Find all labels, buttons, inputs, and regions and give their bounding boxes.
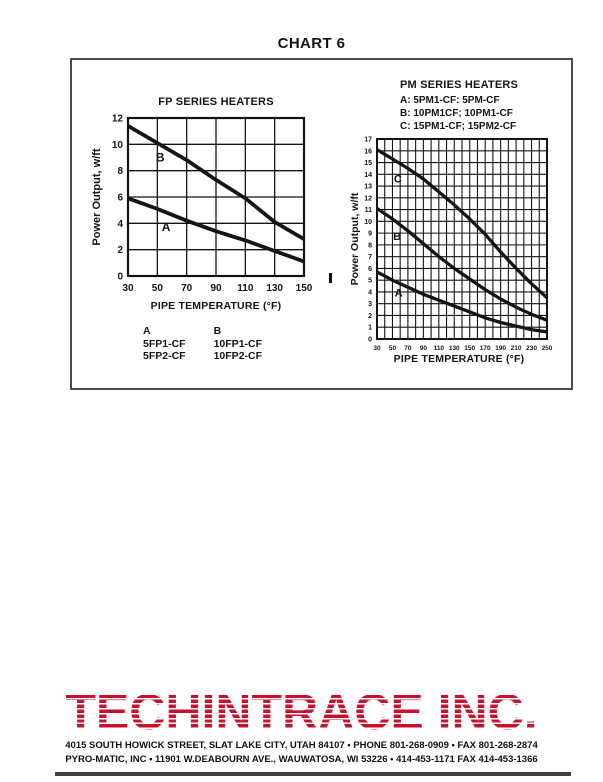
pm-legend-line: A: 5PM1-CF: 5PM-CF	[400, 95, 500, 106]
footer-rule	[55, 772, 571, 776]
footer-address-line2: PYRO-MATIC, INC • 11901 W.DEABOURN AVE.,…	[65, 753, 538, 765]
fp-legend-column-b: B 10FP1-CF 10FP2-CF	[214, 325, 262, 363]
logo-stripe-overlay	[40, 685, 563, 739]
svg-text:10: 10	[364, 219, 372, 226]
svg-text:90: 90	[420, 345, 428, 352]
svg-text:A: A	[395, 288, 403, 300]
fp-legend-item: 5FP2-CF	[143, 350, 186, 362]
svg-text:0: 0	[368, 337, 372, 344]
footer-address-line1: 4015 SOUTH HOWICK STREET, SLAT LAKE CITY…	[65, 740, 538, 751]
fp-chart-title: FP SERIES HEATERS	[158, 96, 274, 108]
svg-text:130: 130	[449, 345, 460, 352]
svg-text:150: 150	[464, 345, 475, 352]
stray-scan-mark	[329, 273, 332, 283]
svg-text:110: 110	[434, 345, 445, 352]
svg-text:4: 4	[368, 289, 372, 296]
svg-text:6: 6	[368, 266, 372, 273]
svg-text:15: 15	[364, 160, 372, 167]
svg-text:1: 1	[368, 325, 372, 332]
svg-text:B: B	[156, 150, 165, 164]
pm-chart-title: PM SERIES HEATERS	[399, 79, 519, 91]
pm-chart-xlabel: PIPE TEMPERATURE (°F)	[393, 353, 525, 365]
svg-text:230: 230	[526, 345, 537, 352]
svg-text:170: 170	[480, 345, 491, 352]
svg-text:8: 8	[368, 242, 372, 249]
svg-text:4: 4	[117, 219, 123, 230]
svg-text:10: 10	[112, 140, 124, 151]
fp-legend-column-a: A 5FP1-CF 5FP2-CF	[143, 325, 186, 363]
svg-text:7: 7	[368, 254, 372, 261]
svg-text:190: 190	[495, 345, 506, 352]
pm-chart: 30 50 70 90 110 130 150 170 190 210 230 25001234567…	[349, 137, 553, 353]
svg-text:8: 8	[117, 166, 123, 177]
svg-text:A: A	[162, 220, 171, 234]
fp-chart: 30 50 70 90 110 130 150 0 2 4 6 8 10 12 Power Output, …	[91, 114, 313, 295]
svg-text:90: 90	[210, 283, 222, 294]
page-title: CHART 6	[277, 35, 346, 52]
fp-legend-item: 10FP1-CF	[213, 337, 263, 350]
pm-chart-legend: A: 5PM1-CF: 5PM-CF B: 10PM1CF; 10PM1-CF …	[400, 94, 516, 133]
svg-text:150: 150	[296, 283, 313, 294]
svg-text:17: 17	[364, 137, 372, 144]
svg-text:30: 30	[373, 345, 381, 352]
svg-text:50: 50	[152, 283, 164, 294]
svg-text:30: 30	[122, 283, 134, 294]
footer-address: 4015 SOUTH HOWICK STREET, SLAT LAKE CITY…	[20, 739, 583, 766]
svg-text:11: 11	[365, 207, 373, 214]
fp-legend-item: 5FP1-CF	[143, 337, 186, 350]
fp-legend-header-b: B	[213, 325, 222, 337]
svg-text:70: 70	[404, 345, 412, 352]
svg-text:9: 9	[368, 231, 372, 238]
fp-legend-header-a: A	[143, 325, 151, 337]
svg-text:250: 250	[542, 345, 553, 352]
svg-text:130: 130	[266, 283, 283, 294]
svg-text:210: 210	[511, 345, 522, 352]
fp-chart-xlabel: PIPE TEMPERATURE (°F)	[150, 300, 282, 312]
pm-legend-line: B: 10PM1CF; 10PM1-CF	[400, 108, 513, 119]
svg-text:70: 70	[181, 283, 193, 294]
svg-text:6: 6	[117, 193, 123, 204]
svg-text:Power Output, w/ft: Power Output, w/ft	[349, 192, 361, 285]
svg-text:3: 3	[368, 301, 372, 308]
svg-text:13: 13	[364, 184, 372, 191]
svg-text:12: 12	[112, 114, 124, 125]
fp-legend-item: 10FP2-CF	[213, 350, 263, 362]
svg-text:2: 2	[368, 313, 372, 320]
svg-text:C: C	[394, 174, 402, 186]
svg-text:110: 110	[237, 283, 254, 294]
fp-chart-legend: A 5FP1-CF 5FP2-CF B 10FP1-CF 10FP2-CF	[143, 325, 262, 363]
svg-text:14: 14	[364, 172, 372, 179]
svg-text:50: 50	[389, 345, 397, 352]
charts-frame	[70, 58, 573, 390]
pm-legend-line: C: 15PM1-CF; 15PM2-CF	[400, 121, 517, 132]
svg-text:5: 5	[368, 278, 372, 285]
company-logo: TECHINTRACE INC.	[40, 685, 563, 739]
svg-text:B: B	[393, 231, 401, 243]
svg-text:16: 16	[364, 148, 372, 155]
svg-text:0: 0	[117, 272, 123, 283]
svg-text:2: 2	[117, 245, 123, 256]
svg-text:Power Output, w/ft: Power Output, w/ft	[91, 148, 103, 245]
svg-text:12: 12	[364, 195, 372, 202]
